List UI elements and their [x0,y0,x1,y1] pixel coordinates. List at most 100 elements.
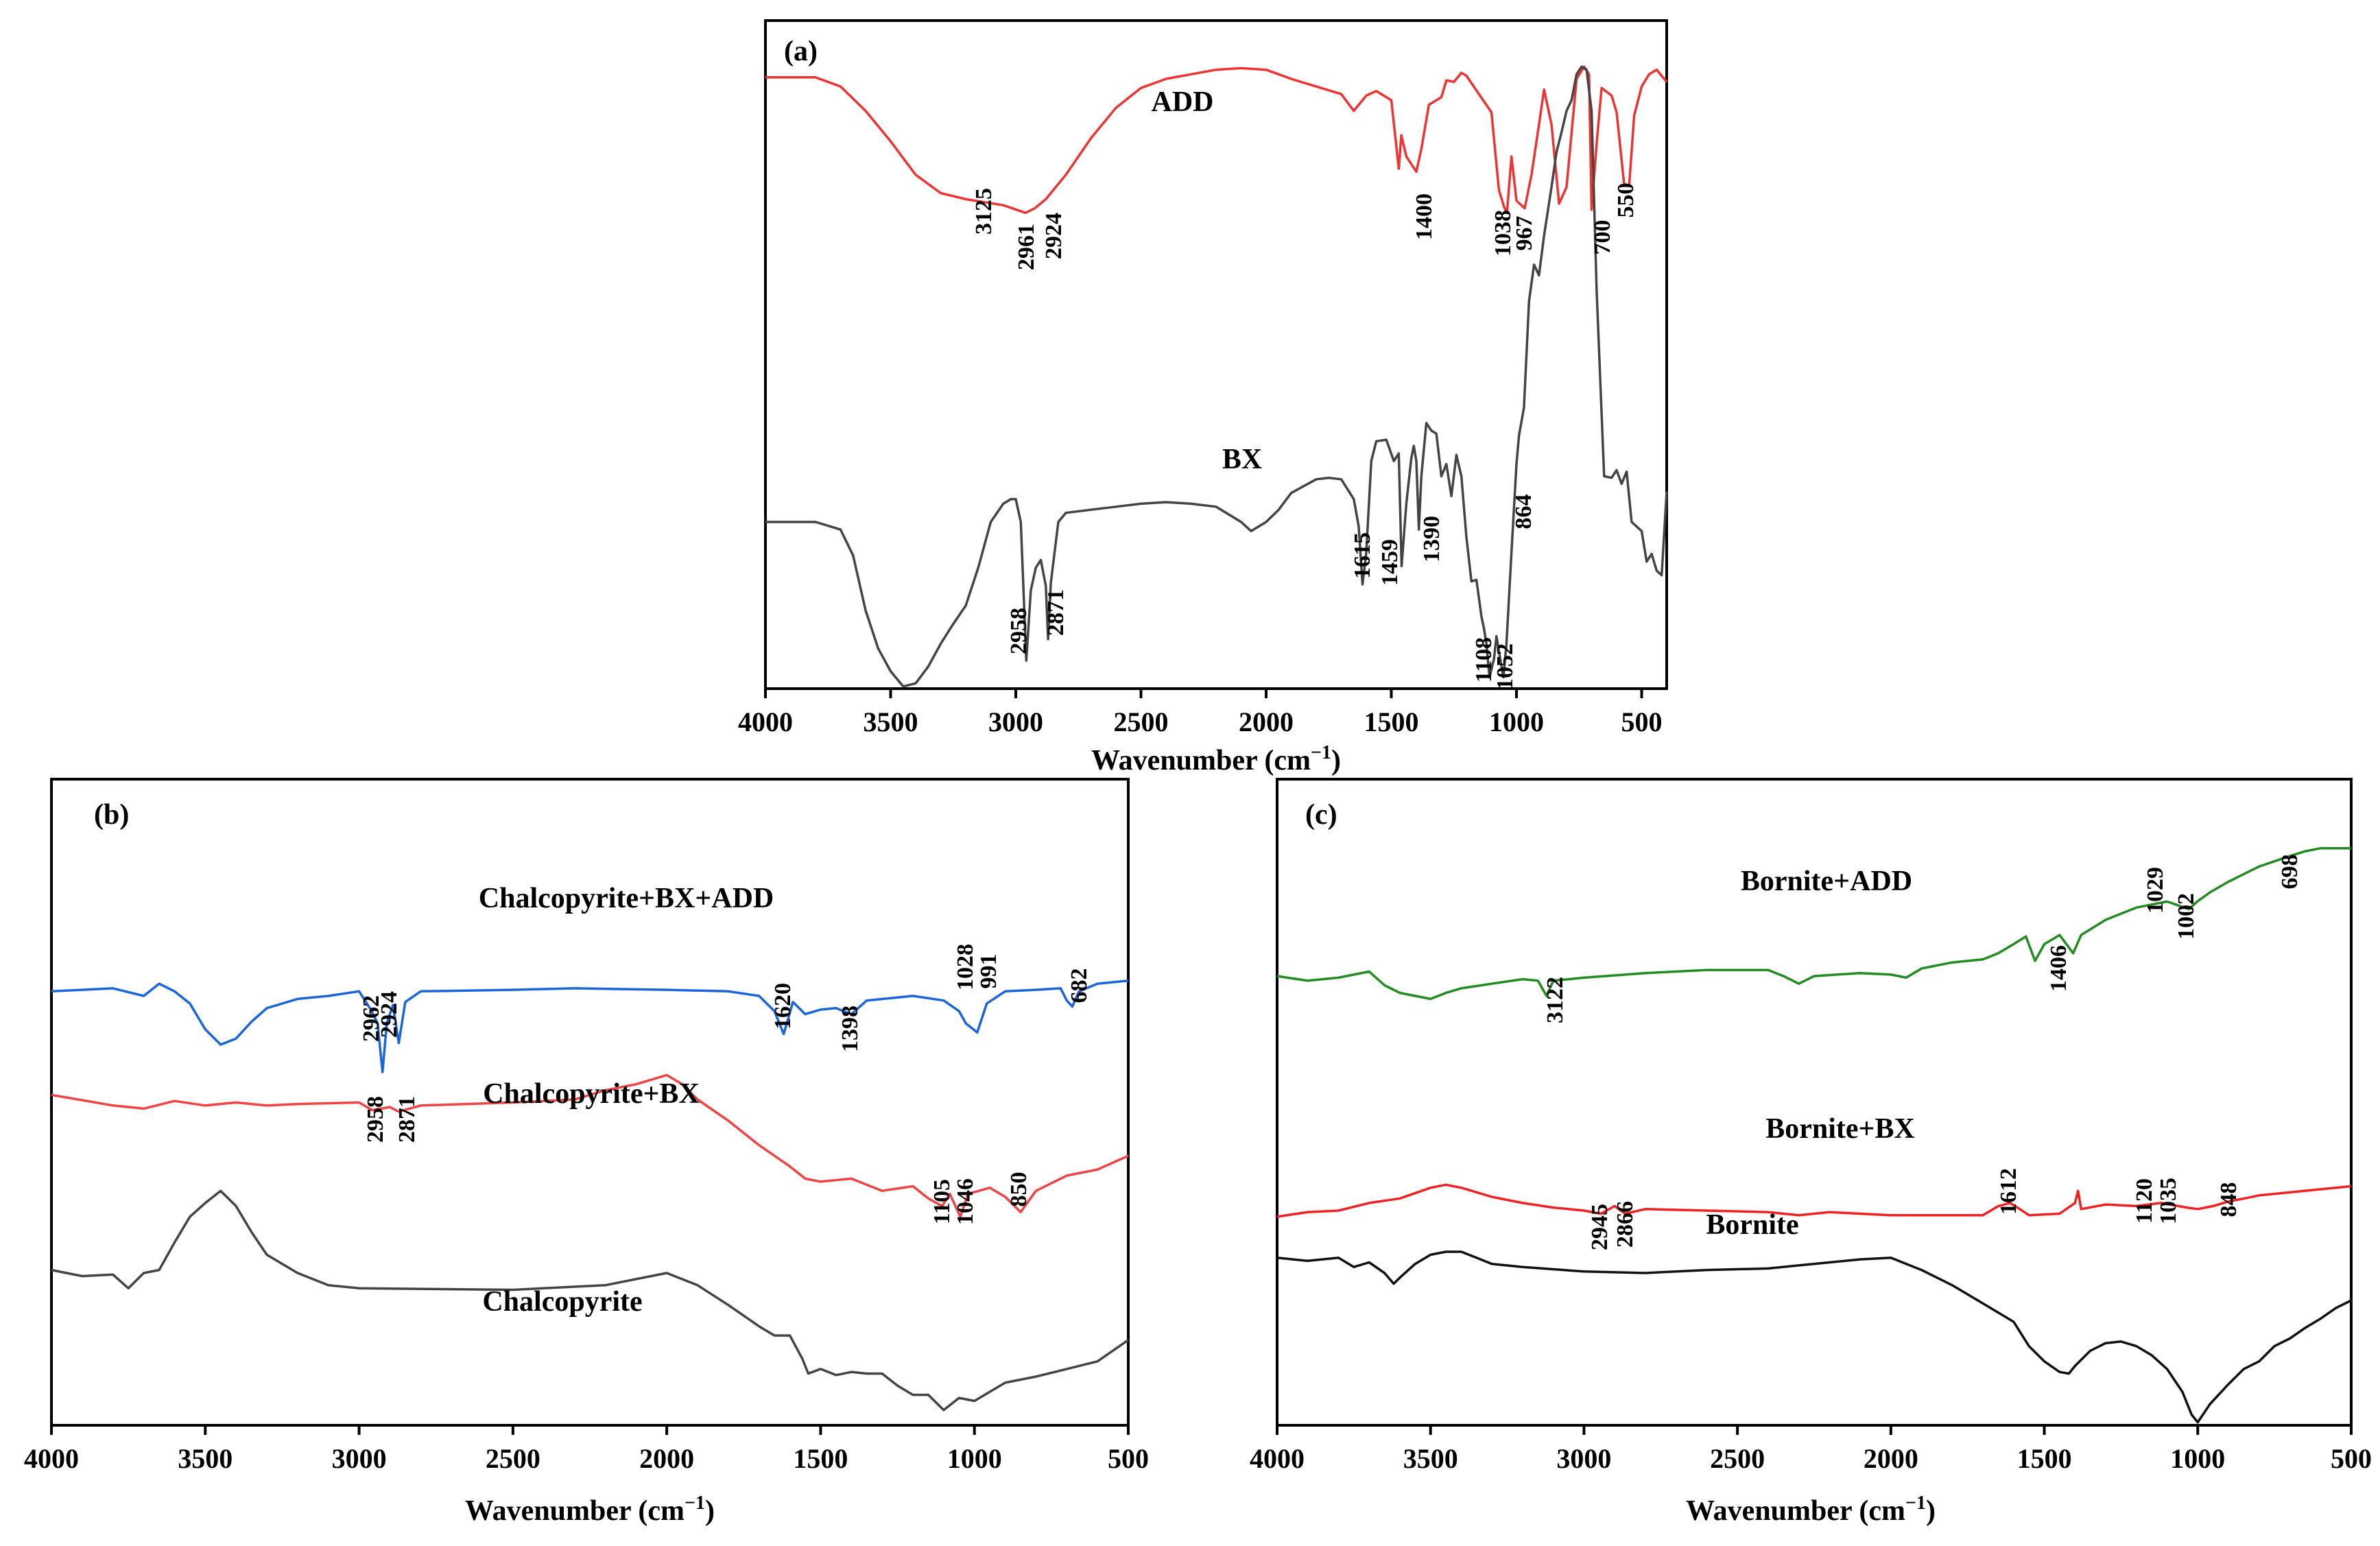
x-tick-label: 2000 [639,1443,694,1474]
series-line-chalcopyrite-plus-bx [51,1073,1129,1218]
peak-annotation: 1105 [929,1179,955,1224]
peak-annotation: 1038 [1490,210,1516,257]
x-axis-label-close: ) [705,1495,715,1527]
x-axis-label-superscript: −1 [1905,1493,1926,1514]
peak-annotation: 1615 [1350,532,1375,579]
peak-annotation: 2958 [1006,608,1032,654]
peak-annotation: 850 [1006,1172,1032,1207]
peak-annotation: 1052 [1492,643,1518,690]
peak-annotation: 2924 [377,991,402,1038]
peak-annotation: 1035 [2156,1178,2181,1224]
x-tick-label: 2000 [1864,1443,1918,1474]
x-axis-label: Wavenumber (cm−1) [1091,742,1341,776]
x-tick-label: 3000 [332,1443,387,1474]
peak-annotation: 1398 [837,1006,863,1052]
peak-annotation: 1612 [1996,1168,2021,1215]
panel-a: 4000 3500 3000 2500 2000 1500 1000 500 Wavenumbe… [738,19,1668,776]
peak-annotation: 1002 [2174,893,2199,940]
peak-annotation: 700 [1590,220,1615,255]
x-axis-label-text: Wavenumber (cm [465,1495,685,1527]
panel-b: 4000 3500 3000 2500 2000 1500 1000 500 Wavenumbe… [24,778,1149,1527]
peak-annotation: 1028 [953,944,978,990]
series-label: Bornite+ADD [1741,866,1912,897]
x-tick-label: 500 [2331,1443,2372,1474]
x-tick-label: 1500 [1364,706,1419,737]
series-label: Chalcopyrite+BX+ADD [479,883,774,914]
peak-annotation: 2962 [359,995,384,1042]
x-tick-label: 500 [1621,706,1663,737]
x-tick-label: 3500 [178,1443,233,1474]
peak-annotation: 991 [976,954,1001,989]
x-axis-label-superscript: −1 [1311,742,1331,763]
x-tick-label: 1000 [1489,706,1544,737]
x-tick-label: 3000 [988,706,1043,737]
peak-annotation: 2871 [394,1096,420,1143]
x-tick-label: 1000 [947,1443,1002,1474]
peak-annotation: 682 [1067,968,1092,1003]
series-line-bornite-plus-add [1276,846,2351,1001]
x-tick-label: 2000 [1239,706,1294,737]
peak-annotation: 2871 [1043,589,1069,636]
peak-annotation: 698 [2277,855,2302,890]
x-tick-label: 1000 [2170,1443,2225,1474]
series-line-bornite-plus-bx [1276,1183,2352,1218]
x-axis-label-text: Wavenumber (cm [1686,1495,1905,1527]
peak-annotation: 550 [1613,183,1639,218]
x-tick-label: 2500 [486,1443,540,1474]
peak-annotation: 1459 [1377,539,1403,586]
peak-annotation: 848 [2216,1182,2241,1217]
series-label: Bornite+BX [1765,1113,1915,1145]
peak-annotation: 2958 [363,1096,388,1143]
x-tick-label: 3500 [864,706,918,737]
peak-annotation: 864 [1511,495,1536,530]
peak-annotation: 1029 [2143,867,2168,914]
x-tick-label: 4000 [738,706,793,737]
x-tick-label: 2500 [1710,1443,1765,1474]
x-tick-label: 1500 [2017,1443,2072,1474]
series-line-bornite [1276,1250,2352,1424]
peak-annotation: 3125 [971,188,997,235]
panel-label: (a) [784,36,818,67]
peak-annotation: 967 [1512,216,1537,251]
peak-annotation: 1406 [2046,945,2071,992]
peak-annotation: 1400 [1412,193,1437,240]
x-axis-label-superscript: −1 [685,1493,705,1514]
x-tick-label: 4000 [24,1443,79,1474]
x-tick-label: 3500 [1403,1443,1458,1474]
series-label: ADD [1152,86,1214,118]
x-tick-label: 2500 [1114,706,1169,737]
peak-annotation: 1390 [1419,516,1444,562]
series-label: BX [1222,444,1262,475]
x-axis-label-close: ) [1926,1495,1936,1527]
peak-annotation: 1108 [1471,637,1497,682]
peak-annotation: 2866 [1613,1201,1638,1248]
panel-c: 4000 3500 3000 2500 2000 1500 1000 500 Wavenumbe… [1250,778,2372,1527]
peak-annotation: 2945 [1587,1204,1613,1250]
series-label: Bornite [1706,1209,1798,1241]
plot-frame [50,778,1130,1427]
x-axis-label: Wavenumber (cm−1) [1686,1493,1936,1527]
x-axis-label-text: Wavenumber (cm [1091,745,1311,776]
peak-annotation: 2924 [1041,213,1067,259]
plot-frame [1276,778,2353,1427]
peak-annotation: 1120 [2132,1178,2157,1224]
panel-label: (c) [1305,799,1337,831]
panel-label: (b) [94,799,129,831]
plot-frame [764,19,1668,690]
x-axis-label-close: ) [1331,745,1341,776]
x-axis-label: Wavenumber (cm−1) [465,1493,715,1527]
series-line-chalcopyrite [51,1189,1129,1412]
peak-annotation: 1046 [953,1178,978,1225]
peak-annotation: 3122 [1543,977,1568,1023]
series-line-chalcopyrite-plus-bx-plus-add [51,979,1129,1073]
x-tick-label: 4000 [1250,1443,1305,1474]
x-tick-label: 1500 [793,1443,848,1474]
peak-annotation: 2961 [1014,224,1039,270]
series-line-bx [765,65,1668,688]
series-label: Chalcopyrite [482,1286,642,1318]
series-line-add [765,65,1668,215]
x-tick-label: 3000 [1556,1443,1611,1474]
x-tick-label: 500 [1108,1443,1149,1474]
peak-annotation: 1620 [770,983,796,1030]
